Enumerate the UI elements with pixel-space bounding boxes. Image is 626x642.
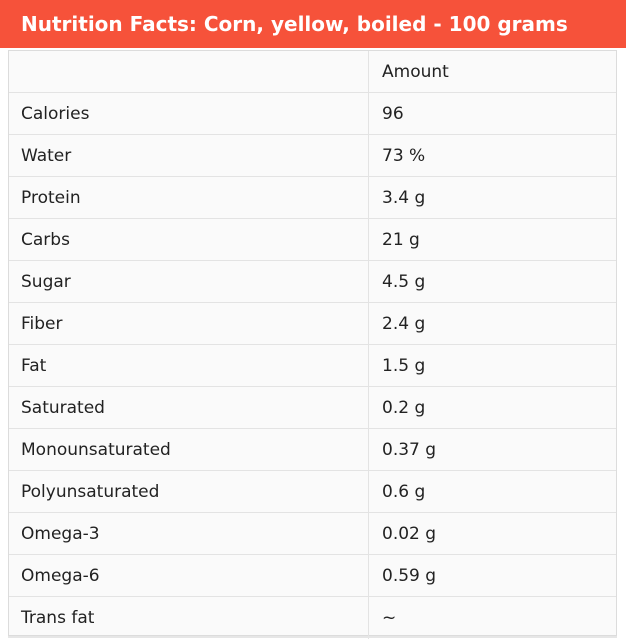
- table-row: Sugar 4.5 g: [9, 261, 616, 303]
- column-header-amount: Amount: [382, 61, 449, 82]
- nutrient-name: Polyunsaturated: [9, 471, 369, 512]
- table-row: Calories 96: [9, 93, 616, 135]
- table-row: Fiber 2.4 g: [9, 303, 616, 345]
- column-header-nutrient: [9, 51, 369, 92]
- nutrient-name: Fat: [9, 345, 369, 386]
- nutrient-amount: 96: [382, 103, 404, 124]
- table-row: Omega-3 0.02 g: [9, 513, 616, 555]
- nutrient-name: Carbs: [9, 219, 369, 260]
- nutrient-amount: 0.2 g: [382, 397, 426, 418]
- nutrient-amount: 73 %: [382, 145, 426, 166]
- nutrient-name: Water: [9, 135, 369, 176]
- table-row: Fat 1.5 g: [9, 345, 616, 387]
- nutrient-amount: 0.02 g: [382, 523, 437, 544]
- nutrient-amount: 2.4 g: [382, 313, 426, 334]
- nutrient-name: Saturated: [9, 387, 369, 428]
- table-bottom-shadow: [8, 636, 617, 638]
- nutrient-amount: 4.5 g: [382, 271, 426, 292]
- nutrient-amount: 21 g: [382, 229, 420, 250]
- nutrient-name: Monounsaturated: [9, 429, 369, 470]
- table-row: Protein 3.4 g: [9, 177, 616, 219]
- nutrient-amount: 0.59 g: [382, 565, 437, 586]
- nutrient-name: Trans fat: [9, 597, 369, 639]
- nutrient-amount: ~: [382, 608, 397, 628]
- nutrient-name: Calories: [9, 93, 369, 134]
- table-row: Water 73 %: [9, 135, 616, 177]
- table-row: Saturated 0.2 g: [9, 387, 616, 429]
- nutrient-amount: 0.37 g: [382, 439, 437, 460]
- page-title: Nutrition Facts: Corn, yellow, boiled - …: [0, 0, 626, 48]
- nutrient-amount: 1.5 g: [382, 355, 426, 376]
- nutrient-name: Omega-6: [9, 555, 369, 596]
- table-row: Trans fat ~: [9, 597, 616, 639]
- table-header-row: Amount: [9, 51, 616, 93]
- table-row: Carbs 21 g: [9, 219, 616, 261]
- table-row: Polyunsaturated 0.6 g: [9, 471, 616, 513]
- nutrient-name: Protein: [9, 177, 369, 218]
- nutrient-name: Omega-3: [9, 513, 369, 554]
- nutrition-table: Amount Calories 96 Water 73 % Protein 3.…: [8, 50, 617, 639]
- table-row: Monounsaturated 0.37 g: [9, 429, 616, 471]
- table-row: Omega-6 0.59 g: [9, 555, 616, 597]
- nutrient-name: Sugar: [9, 261, 369, 302]
- nutrient-amount: 3.4 g: [382, 187, 426, 208]
- nutrient-name: Fiber: [9, 303, 369, 344]
- nutrient-amount: 0.6 g: [382, 481, 426, 502]
